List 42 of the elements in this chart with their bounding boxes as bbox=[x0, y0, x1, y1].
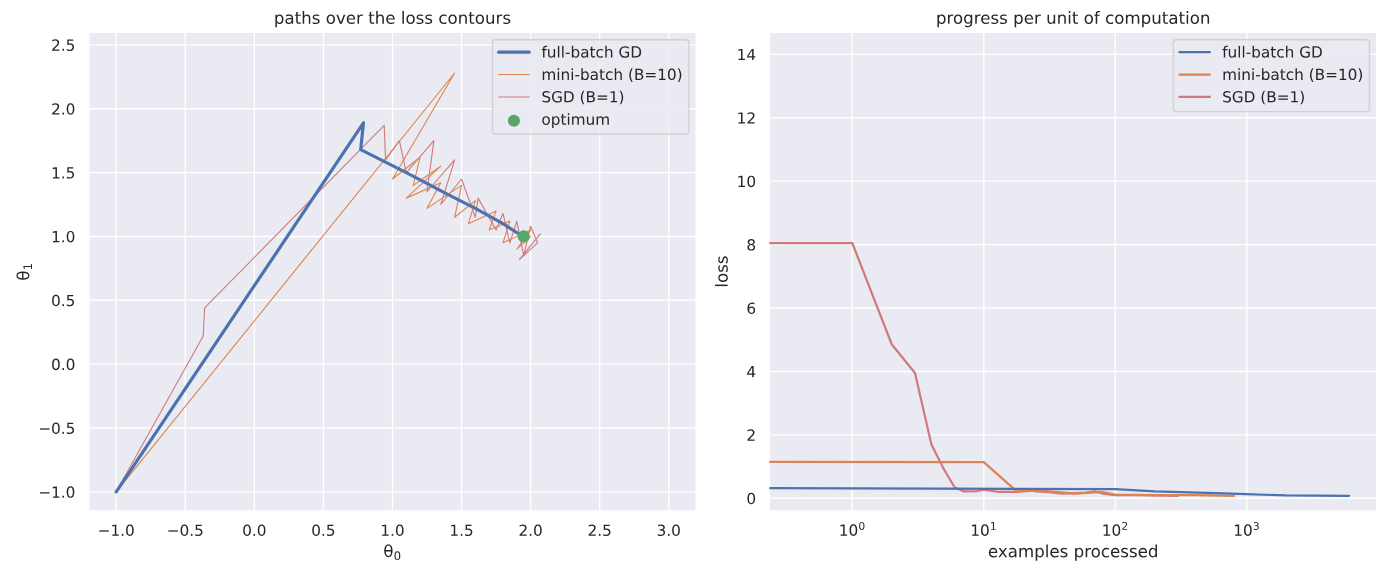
chart-title: paths over the loss contours bbox=[275, 11, 511, 28]
x-tick-label: 1.5 bbox=[451, 524, 473, 537]
y-tick-label: 0.0 bbox=[52, 358, 75, 371]
y-tick-label: 2.0 bbox=[52, 103, 75, 115]
y-tick-label: 6 bbox=[747, 302, 756, 315]
x-tick-label: 10$^{3}$ bbox=[1234, 521, 1259, 536]
legend-label: mini-batch (B=10) bbox=[542, 68, 682, 82]
y-tick-label: 1.0 bbox=[52, 230, 75, 243]
y-tick-label: 1.5 bbox=[52, 167, 75, 179]
legend-label: SGD (B=1) bbox=[542, 90, 624, 105]
legend-label: optimum bbox=[542, 113, 609, 128]
y-tick-label: 2.5 bbox=[52, 39, 75, 51]
x-tick-label: −1.0 bbox=[99, 524, 134, 537]
y-tick-label: 0.5 bbox=[52, 294, 75, 307]
x-tick-label: 1.0 bbox=[382, 524, 404, 537]
legend-label: full-batch GD bbox=[1222, 45, 1322, 58]
x-tick-label: 10$^{0}$ bbox=[840, 521, 865, 536]
x-tick-label: 0.5 bbox=[312, 524, 335, 537]
x-axis-title: examples processed bbox=[988, 544, 1157, 561]
legend-label: mini-batch (B=10) bbox=[1223, 68, 1363, 82]
legend-label: full-batch GD bbox=[541, 45, 642, 58]
y-axis-title: θ$_{1}$ bbox=[16, 264, 32, 280]
x-tick-label: 10$^{1}$ bbox=[971, 522, 996, 536]
y-axis-title: loss bbox=[714, 256, 728, 287]
x-axis-title: θ$_{0}$ bbox=[384, 544, 401, 561]
x-tick-label: 2.0 bbox=[519, 524, 542, 537]
y-tick-label: −1.0 bbox=[39, 486, 75, 498]
x-tick-label: −0.5 bbox=[168, 524, 203, 537]
y-tick-label: 2 bbox=[747, 429, 755, 441]
y-tick-label: 4 bbox=[747, 366, 756, 378]
y-tick-label: 10 bbox=[738, 175, 756, 188]
x-tick-label: 2.5 bbox=[588, 524, 611, 537]
y-tick-label: 12 bbox=[738, 112, 755, 124]
y-tick-label: 0 bbox=[747, 492, 756, 505]
x-tick-label: 0.0 bbox=[243, 524, 266, 537]
x-tick-label: 3.0 bbox=[657, 524, 680, 537]
chart-title: progress per unit of computation bbox=[937, 11, 1210, 28]
y-tick-label: 14 bbox=[738, 48, 756, 61]
y-tick-label: 8 bbox=[747, 239, 756, 251]
y-tick-label: −0.5 bbox=[39, 422, 75, 435]
x-tick-label: 10$^{2}$ bbox=[1103, 521, 1128, 536]
legend-label: SGD (B=1) bbox=[1223, 90, 1304, 105]
